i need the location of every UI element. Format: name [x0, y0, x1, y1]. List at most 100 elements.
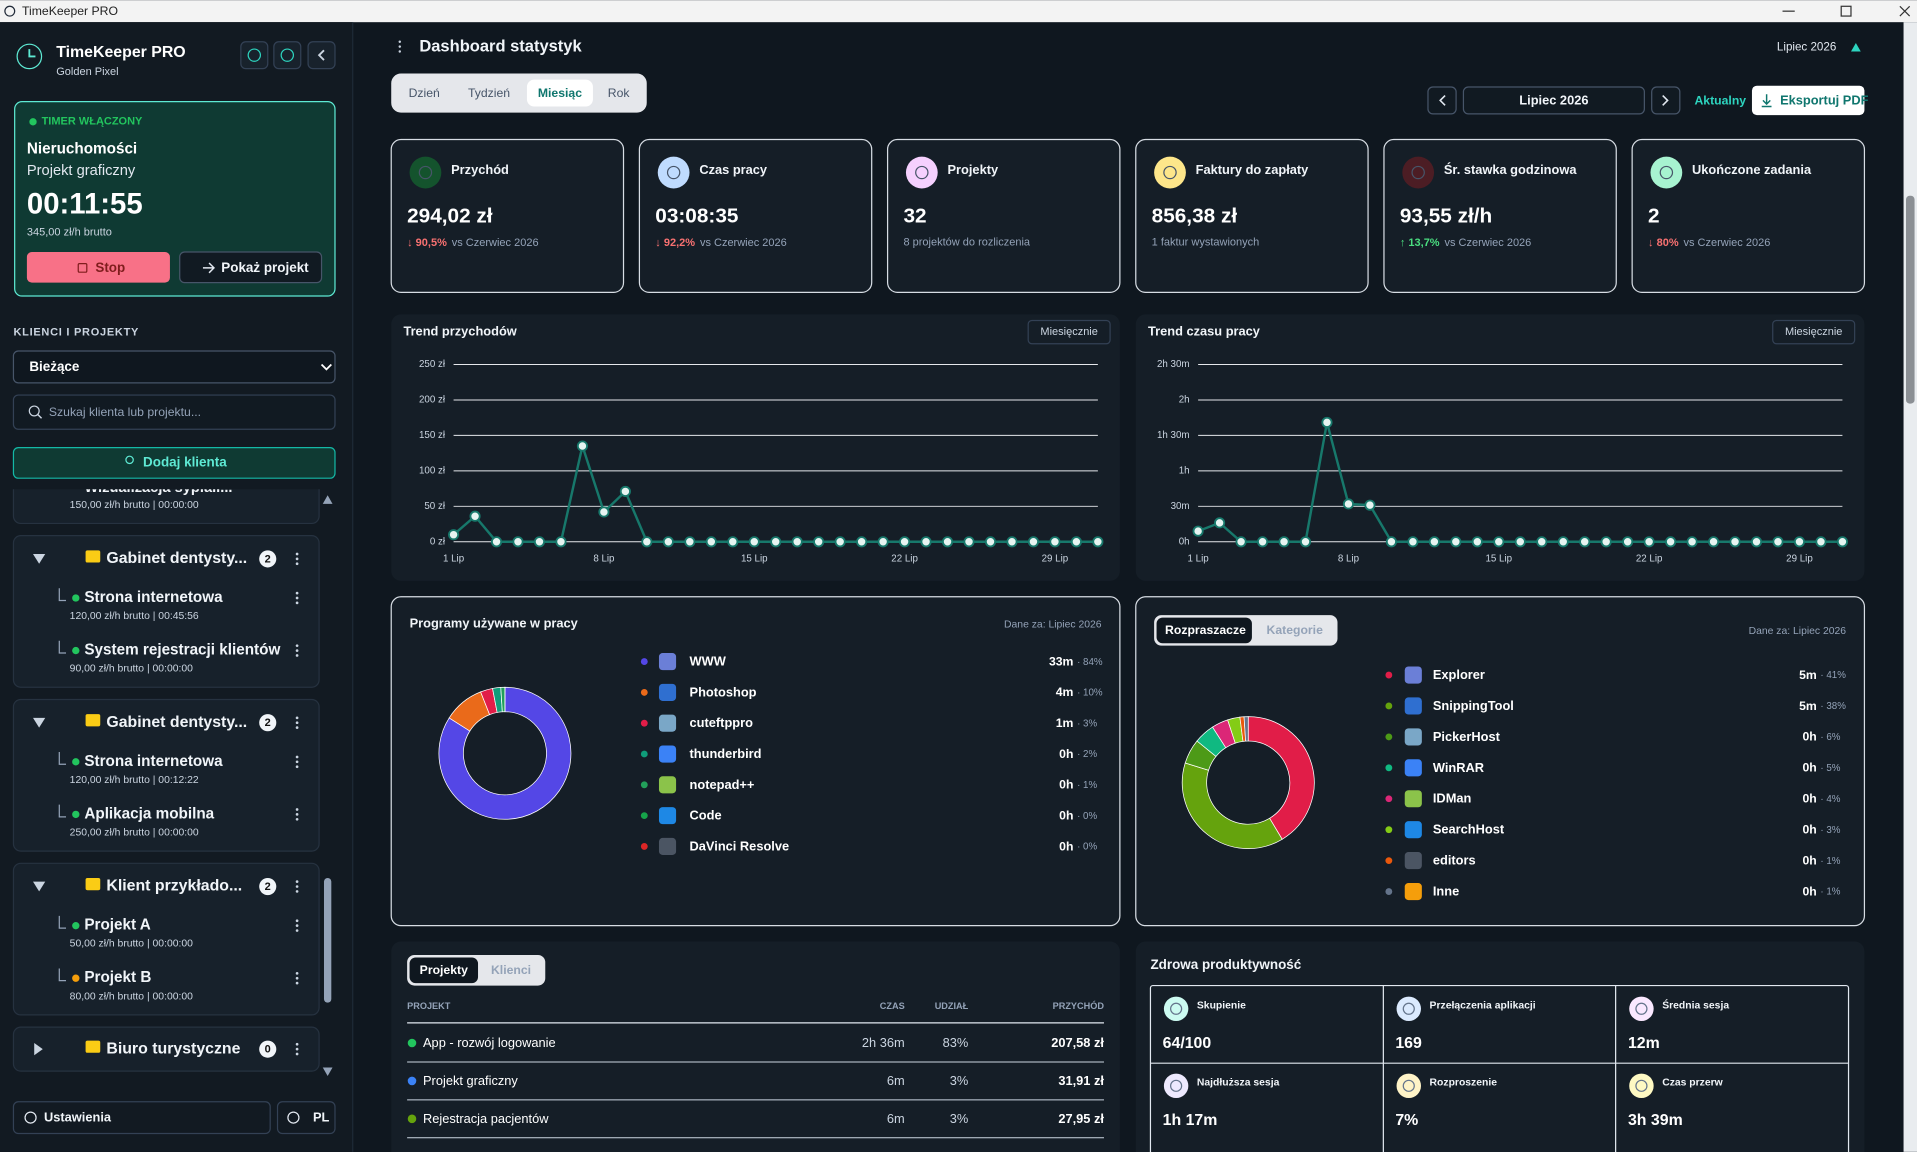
period-tab[interactable]: Tydzień [468, 86, 510, 100]
project-name: System rejestracji klientów [84, 642, 280, 659]
project-name: Projekt B [84, 969, 151, 986]
client-card[interactable] [12, 1026, 320, 1072]
donut-segment [1181, 762, 1283, 849]
legend-dot [640, 843, 648, 850]
kpi-icon [657, 156, 690, 189]
project-status-dot [72, 646, 80, 655]
count-badge [259, 877, 277, 896]
prev-month-button[interactable] [1427, 86, 1457, 115]
legend-label: Inne [1433, 884, 1459, 899]
app-icon [1404, 821, 1422, 839]
metric-icon-glyph [1402, 1079, 1415, 1092]
metric-value: 12m [1628, 1035, 1660, 1052]
export-label: Eksportuj PDF [1780, 92, 1869, 107]
table-tab[interactable]: Klienci [491, 963, 531, 977]
download-icon [1761, 94, 1772, 108]
menu-button[interactable] [295, 716, 299, 729]
table-tab[interactable]: Projekty [420, 963, 468, 977]
main-scroll-track [1903, 22, 1917, 1152]
legend-label: PickerHost [1433, 729, 1501, 744]
grid-divider [1150, 985, 1849, 1152]
legend-duration: 33m [1049, 654, 1074, 668]
y-tick-label: 50 zł [424, 501, 445, 512]
data-point [533, 536, 546, 548]
next-month-button[interactable] [1651, 86, 1681, 115]
legend-dot [640, 781, 648, 789]
header-button[interactable] [307, 41, 336, 70]
data-point [856, 536, 868, 548]
kpi-icon [905, 156, 938, 189]
client-list: Wizualizacja sypiali... 150,00 zł/h brutt… [12, 416, 320, 1072]
kpi-value: 856,38 zł [1152, 205, 1238, 228]
menu-button[interactable] [295, 552, 299, 566]
client-card[interactable] [12, 862, 320, 1016]
menu-dot [295, 644, 299, 648]
folder-icon [85, 550, 101, 563]
data-point [1256, 536, 1269, 548]
project-card[interactable] [12, 416, 320, 525]
chart-tab[interactable]: Rozpraszacze [1165, 623, 1246, 637]
maximize-button[interactable] [1840, 5, 1852, 17]
chart-tab[interactable]: Kategorie [1267, 623, 1324, 637]
menu-button[interactable] [295, 644, 299, 657]
globe-icon [287, 1111, 300, 1124]
period-tab[interactable]: Dzień [409, 86, 440, 100]
period-tab[interactable]: Miesiąc [538, 86, 582, 100]
kpi-icon-glyph [418, 165, 433, 180]
search-input[interactable] [12, 394, 336, 430]
add-client-button[interactable] [12, 447, 336, 479]
header-button[interactable] [273, 41, 302, 70]
menu-dot [295, 649, 299, 652]
menu-button[interactable] [295, 1042, 299, 1056]
sidebar-scroll-thumb[interactable] [323, 877, 332, 1003]
menu-button[interactable] [295, 971, 299, 985]
period-button[interactable] [1772, 319, 1856, 345]
menu-button[interactable] [295, 755, 299, 769]
chart-tab-active[interactable] [1156, 617, 1252, 644]
data-point [641, 536, 653, 548]
menu-button[interactable] [295, 808, 299, 821]
data-point [984, 536, 997, 548]
filter-select[interactable] [12, 350, 336, 384]
tree-connector [58, 640, 67, 654]
stop-button[interactable] [26, 252, 170, 283]
client-card[interactable] [12, 698, 320, 852]
metric-icon [1163, 1073, 1189, 1099]
data-point [1278, 536, 1290, 548]
metric-icon [1629, 996, 1654, 1022]
kpi-change: ↑ 13,7% [1400, 237, 1440, 249]
menu-button[interactable] [295, 880, 299, 893]
menu-button[interactable] [295, 591, 299, 605]
legend-duration: 0h [1059, 808, 1073, 822]
period-button[interactable] [1027, 319, 1111, 345]
metric-value: 3h 39m [1628, 1112, 1683, 1129]
timer-project: Projekt graficzny [27, 163, 136, 179]
legend-duration: 5m [1799, 668, 1817, 682]
x-tick-label: 15 Lip [1485, 553, 1512, 564]
app-icon [1404, 852, 1422, 870]
app-icon [658, 653, 677, 671]
data-point [1750, 536, 1763, 548]
header-button[interactable] [240, 41, 269, 70]
app-icon [1404, 759, 1422, 777]
main-scroll-thumb[interactable] [1905, 195, 1915, 404]
table-tab-active[interactable] [409, 957, 479, 984]
app-icon [658, 776, 677, 794]
period-tab-active[interactable] [526, 79, 593, 107]
app-icon [1404, 697, 1422, 715]
data-point [512, 536, 524, 548]
settings-button[interactable] [12, 1101, 271, 1135]
donut-segment [438, 686, 572, 820]
client-card[interactable] [12, 535, 320, 688]
app-icon [1404, 790, 1422, 808]
show-project-button[interactable] [179, 251, 323, 284]
project-name: Strona internetowa [84, 753, 223, 770]
legend-dot [640, 658, 648, 666]
export-button[interactable] [1751, 85, 1865, 116]
app-icon [658, 683, 677, 701]
language-button[interactable] [276, 1101, 336, 1135]
period-tab[interactable]: Rok [608, 86, 631, 100]
current-month-link[interactable]: Aktualny [1694, 93, 1746, 107]
data-point [1793, 536, 1806, 548]
menu-button[interactable] [295, 919, 299, 932]
